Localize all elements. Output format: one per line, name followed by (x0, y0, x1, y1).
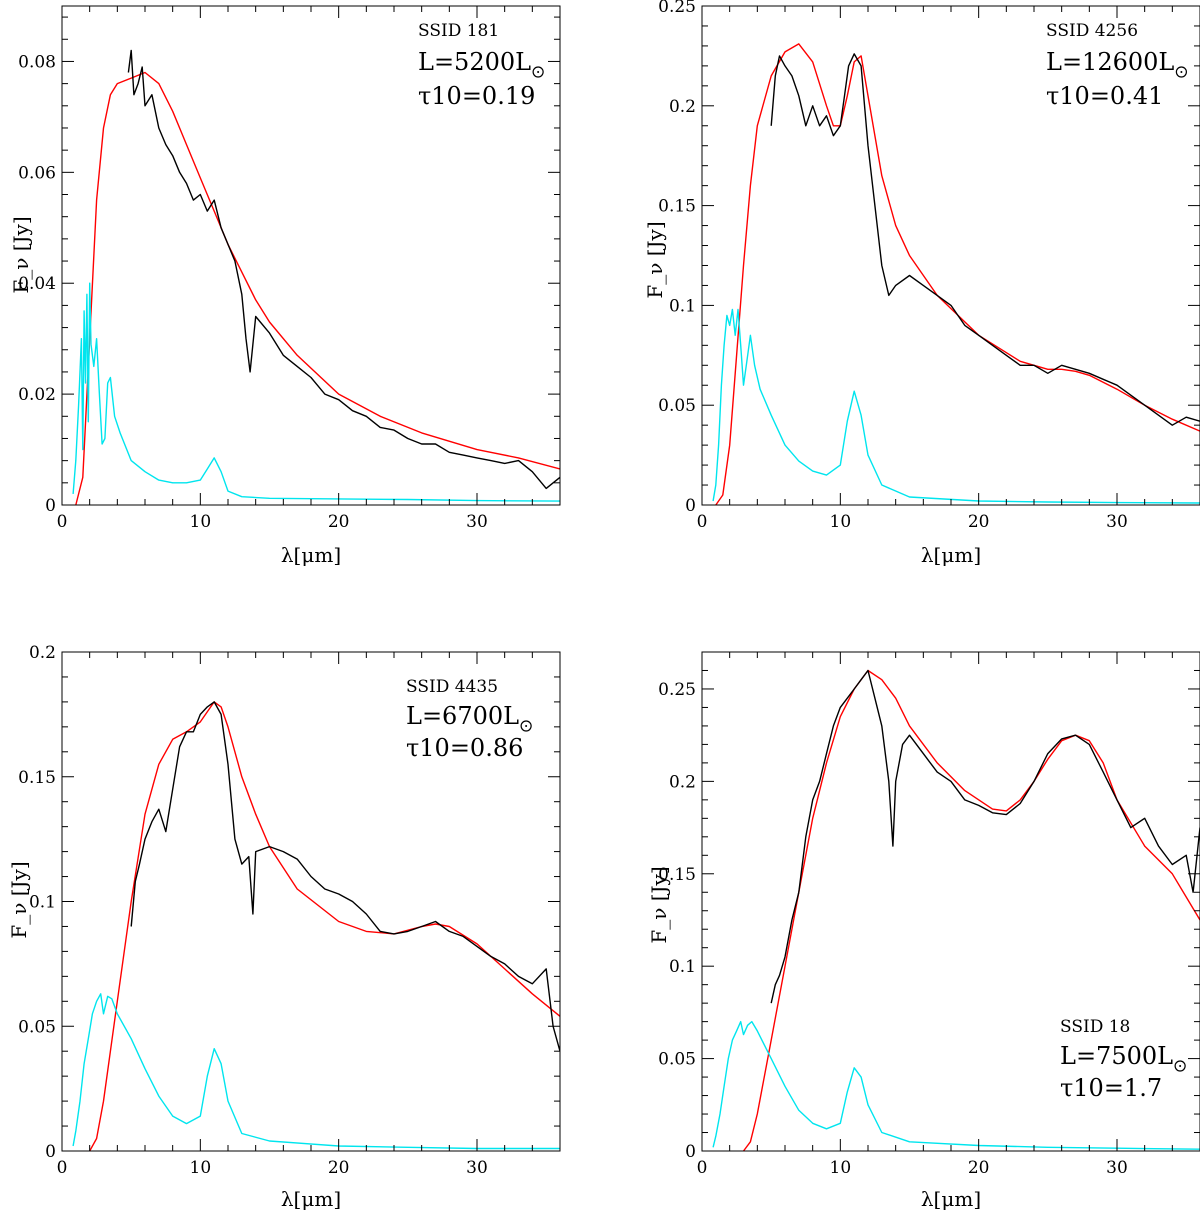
stellar-component-line (72, 282, 560, 502)
y-tick-label: 0.02 (18, 385, 56, 405)
x-tick-label: 30 (1106, 512, 1128, 532)
y-tick-label: 0.25 (658, 0, 696, 17)
x-tick-label: 30 (466, 512, 488, 532)
y-tick-label: 0.1 (669, 957, 696, 977)
plot-area (712, 669, 1200, 1151)
stellar-component-line (72, 993, 560, 1150)
solar-symbol-icon (1174, 1060, 1186, 1072)
solar-symbol-dot (537, 71, 540, 73)
y-tick-label: 0.2 (669, 97, 696, 117)
x-tick-label: 20 (328, 512, 350, 532)
x-tick-label: 10 (190, 1158, 212, 1178)
y-tick-label: 0.15 (18, 768, 56, 788)
x-tick-label: 10 (190, 512, 212, 532)
plot-area (72, 701, 560, 1151)
observed-spectrum-line (130, 701, 560, 1052)
plot-area (712, 43, 1200, 505)
panel-ssid-4256: 0 10 20 30 0 0.05 0.1 0.15 0.2 0.25 λ[μm] F_ν [Jy… (643, 0, 1200, 567)
y-tick-label: 0.04 (18, 274, 56, 294)
y-tick-label: 0.05 (658, 1050, 696, 1070)
y-axis-title: F_ν [Jy] (643, 221, 667, 298)
stellar-component-line (712, 1020, 1200, 1150)
y-tick-label: 0.2 (669, 772, 696, 792)
solar-symbol-icon (532, 66, 544, 78)
annotation-luminosity: L=6700L (406, 702, 519, 730)
solar-symbol-dot (525, 725, 528, 727)
x-tick-label: 20 (328, 1158, 350, 1178)
y-tick-label: 0.08 (18, 52, 56, 72)
model-fit-line (715, 43, 1200, 505)
x-tick-label: 30 (466, 1158, 488, 1178)
y-tick-label: 0.25 (658, 680, 696, 700)
y-tick-label: 0.05 (18, 1017, 56, 1037)
x-tick-label: 30 (1106, 1158, 1128, 1178)
y-tick-label: 0.2 (29, 643, 56, 663)
x-tick-label: 0 (57, 1158, 68, 1178)
annotation-ssid: SSID 4256 (1046, 21, 1138, 41)
solar-symbol-icon (1175, 66, 1187, 78)
solar-symbol-dot (1180, 71, 1183, 73)
annotation-luminosity: L=7500L (1060, 1042, 1173, 1070)
x-tick-label: 20 (968, 512, 990, 532)
y-tick-label: 0.1 (669, 296, 696, 316)
x-axis-title: λ[μm] (921, 543, 981, 567)
x-axis-title: λ[μm] (281, 543, 341, 567)
x-axis-title: λ[μm] (281, 1187, 341, 1211)
annotation-ssid: SSID 4435 (406, 677, 498, 697)
x-tick-label: 0 (57, 512, 68, 532)
y-tick-label: 0 (685, 496, 696, 516)
y-tick-label: 0.15 (658, 197, 696, 217)
x-tick-label: 20 (968, 1158, 990, 1178)
y-tick-label: 0.15 (658, 865, 696, 885)
observed-spectrum-line (770, 53, 1200, 426)
annotation-tau: τ10=0.19 (418, 82, 535, 110)
plot-frame (701, 5, 1200, 506)
stellar-component-line (712, 308, 1200, 504)
y-tick-label: 0 (45, 496, 56, 516)
observed-spectrum-line (770, 669, 1200, 1004)
solar-symbol-dot (1179, 1065, 1182, 1067)
x-tick-label: 0 (697, 512, 708, 532)
model-fit-line (742, 669, 1200, 1151)
x-tick-label: 10 (830, 1158, 852, 1178)
y-axis-title: F_ν [Jy] (9, 216, 33, 293)
annotation-luminosity: L=12600L (1046, 48, 1174, 76)
plot-area (72, 49, 560, 505)
x-axis-title: λ[μm] (921, 1187, 981, 1211)
y-axis-title: F_ν [Jy] (7, 861, 31, 938)
observed-spectrum-line (127, 49, 560, 490)
y-axis-title: F_ν [Jy] (647, 866, 671, 943)
annotation-tau: τ10=0.41 (1046, 82, 1163, 110)
annotation-tau: τ10=0.86 (406, 734, 523, 762)
model-fit-line (75, 71, 560, 505)
x-tick-label: 10 (830, 512, 852, 532)
panel-ssid-4435: 0 10 20 30 0 0.05 0.1 0.15 0.2 λ[μm] F_ν [Jy] SS… (7, 643, 561, 1211)
annotation-ssid: SSID 181 (418, 21, 499, 41)
plot-frame (61, 5, 561, 506)
y-tick-label: 0.1 (29, 893, 56, 913)
y-tick-label: 0.06 (18, 163, 56, 183)
y-tick-label: 0 (45, 1142, 56, 1162)
solar-symbol-icon (520, 720, 532, 732)
y-tick-label: 0.05 (658, 396, 696, 416)
y-tick-label: 0 (685, 1142, 696, 1162)
x-tick-label: 0 (697, 1158, 708, 1178)
model-fit-line (89, 701, 560, 1151)
panel-ssid-18: 0 10 20 30 0 0.05 0.1 0.15 0.2 0.25 λ[μm] F_ν [Jy… (647, 651, 1200, 1211)
annotation-luminosity: L=5200L (418, 48, 531, 76)
annotation-ssid: SSID 18 (1060, 1017, 1130, 1037)
annotation-tau: τ10=1.7 (1060, 1074, 1162, 1102)
